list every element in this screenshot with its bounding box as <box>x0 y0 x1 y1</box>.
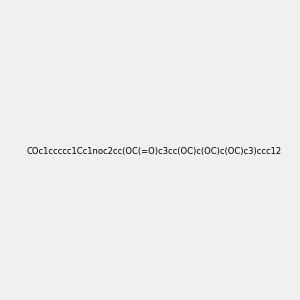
Text: COc1ccccc1Cc1noc2cc(OC(=O)c3cc(OC)c(OC)c(OC)c3)ccc12: COc1ccccc1Cc1noc2cc(OC(=O)c3cc(OC)c(OC)c… <box>26 147 281 156</box>
